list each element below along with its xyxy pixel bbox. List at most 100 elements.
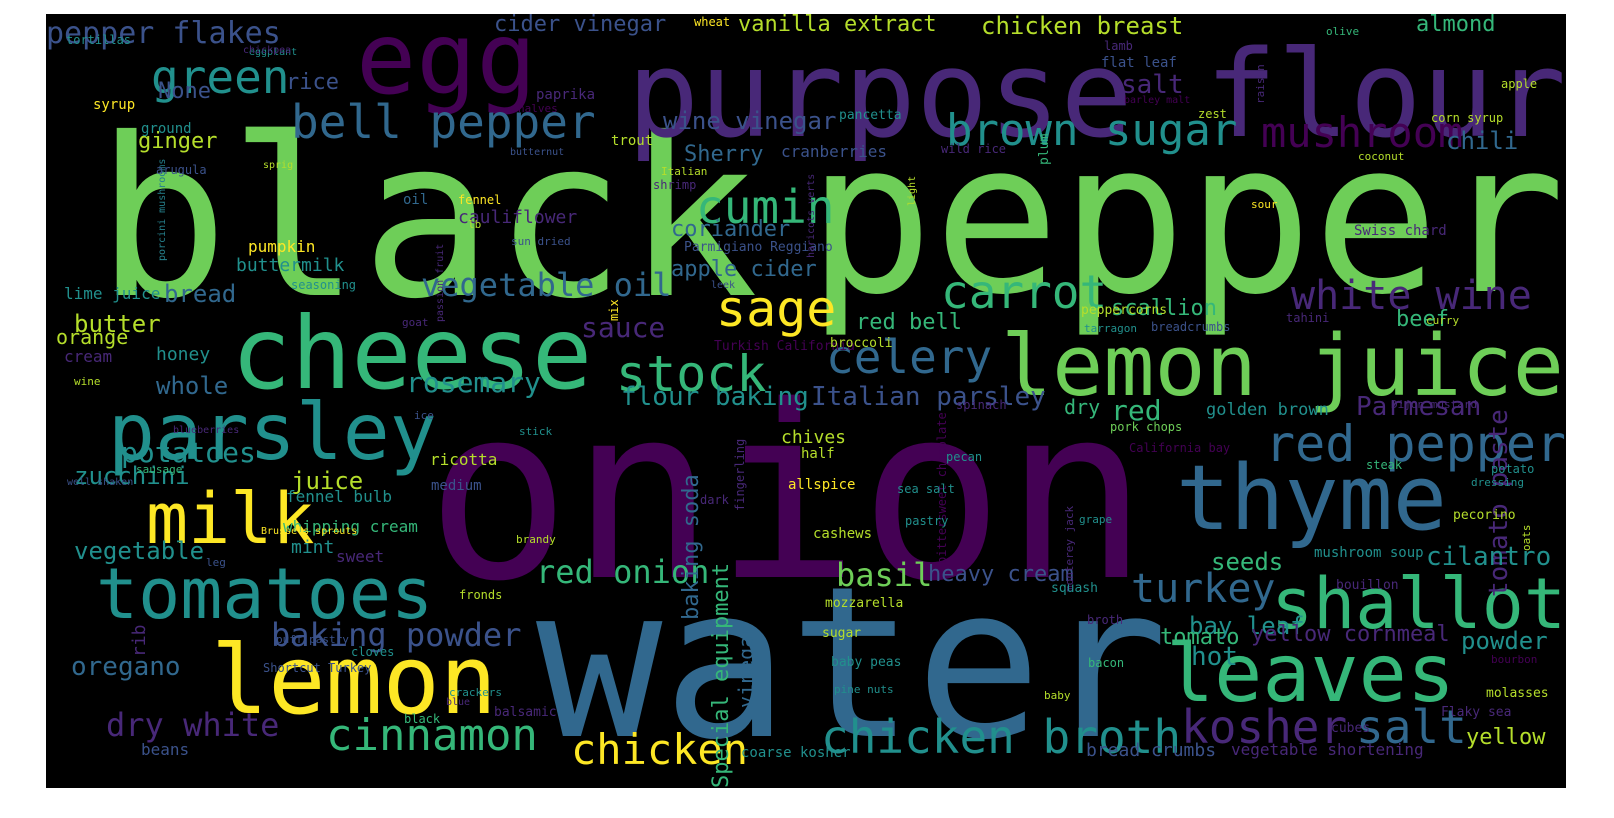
- word-heavy-cream: heavy cream: [928, 562, 1074, 587]
- word-lemon: lemon: [211, 626, 497, 736]
- word-onion: onion: [426, 354, 1149, 634]
- word-bacon: bacon: [1088, 656, 1125, 670]
- word-bread-crumbs: bread crumbs: [1086, 740, 1217, 761]
- word-red-pepper: red pepper: [1265, 415, 1566, 473]
- word-cilantro: cilantro: [1426, 542, 1552, 572]
- word-whole: whole: [156, 372, 229, 400]
- word-lemon-juice: lemon juice: [1001, 317, 1564, 416]
- word-bouillon: bouillon: [1336, 578, 1399, 593]
- word-leaves: leaves: [1166, 627, 1455, 720]
- word-sugar: sugar: [822, 626, 862, 641]
- word-ginger: ginger: [138, 129, 218, 154]
- word-mint: mint: [291, 537, 335, 558]
- word-oil: oil: [403, 192, 429, 208]
- word-spinach: spinach: [956, 398, 1007, 412]
- word-medium: medium: [431, 478, 482, 494]
- word-goat: goat: [402, 316, 429, 329]
- word-vegetable-shortening: vegetable shortening: [1231, 740, 1424, 759]
- word-stock: stock: [616, 345, 767, 403]
- word-shrimp: shrimp: [653, 178, 697, 192]
- word-cashews: cashews: [813, 526, 873, 542]
- word-dry-white: dry white: [106, 706, 280, 744]
- word-sherry: Sherry: [684, 142, 764, 167]
- word-broccoli: broccoli: [830, 336, 893, 351]
- word-passion-fruit: passion fruit: [435, 243, 446, 322]
- word-peppercorns: peppercorns: [1081, 303, 1168, 318]
- word-lamb: lamb: [1104, 39, 1133, 53]
- word-squash: squash: [1051, 581, 1098, 596]
- word-pumpkin: pumpkin: [248, 237, 316, 256]
- word-sauce: sauce: [581, 311, 666, 344]
- word-beef: beef: [1396, 307, 1449, 332]
- word-tomatoes: tomatoes: [96, 553, 434, 635]
- word-mushroom-soup: mushroom soup: [1314, 545, 1424, 561]
- word-coriander: coriander: [671, 217, 791, 242]
- word-wine: wine: [74, 375, 101, 388]
- word-corn-syrup: corn syrup: [1431, 111, 1504, 125]
- word-shallot: shallot: [1271, 563, 1566, 645]
- word-dry: dry: [1064, 395, 1101, 419]
- word-lime-juice: lime juice: [64, 284, 161, 303]
- word-apple: apple: [1501, 77, 1538, 91]
- word-cubes: cubes: [1331, 721, 1371, 736]
- word-bourbon: bourbon: [1491, 653, 1538, 666]
- word-flaky-sea: Flaky sea: [1441, 705, 1512, 720]
- word-sprig: sprig: [263, 160, 294, 171]
- word-puff-pastry: puff pastry: [276, 633, 349, 646]
- word-green: green: [151, 50, 290, 104]
- word-blue: blue: [446, 697, 471, 708]
- word-potatoes: potatoes: [121, 436, 256, 469]
- word-bay-leaf: bay leaf: [1189, 612, 1305, 640]
- word-italian: Italian: [661, 165, 708, 178]
- word-paprika: paprika: [536, 87, 596, 103]
- word-tarragon: tarragon: [1084, 322, 1137, 335]
- word-arugula: arugula: [156, 163, 207, 177]
- word-kosher: kosher: [1181, 700, 1348, 754]
- word-egg: egg: [356, 14, 537, 117]
- word-whipping-cream: whipping cream: [283, 517, 418, 536]
- word-eggplant: eggplant: [249, 47, 298, 58]
- word-yellow: yellow: [1466, 725, 1546, 750]
- word-golden-brown: golden brown: [1206, 400, 1329, 420]
- word-salt: salt: [1121, 70, 1184, 100]
- word-broth: broth: [1087, 613, 1124, 627]
- word-swiss-chard: Swiss chard: [1354, 223, 1447, 239]
- word-cumin: cumin: [696, 180, 835, 234]
- word-special-equipment: Special equipment: [709, 562, 734, 788]
- word-haricots-verts: haricots verts: [806, 173, 817, 258]
- word-dressing: dressing: [1471, 476, 1524, 489]
- word-sage: sage: [716, 280, 837, 338]
- word-juice: juice: [291, 467, 364, 495]
- word-ice: ice: [414, 409, 434, 422]
- word-fronds: fronds: [459, 588, 503, 602]
- word-sausage: sausage: [136, 463, 183, 476]
- word-celery: celery: [826, 330, 993, 384]
- word-pecorino: pecorino: [1453, 508, 1516, 523]
- word-turkey: turkey: [1131, 566, 1276, 612]
- word-flour-baking: flour baking: [621, 382, 809, 412]
- word-vegetable: vegetable: [74, 537, 205, 565]
- word-red-bell: red bell: [856, 310, 962, 335]
- word-cauliflower: cauliflower: [458, 207, 578, 228]
- word-potato: potato: [1491, 462, 1535, 476]
- word-zucchini: zucchini: [74, 462, 190, 490]
- word-purpose-flour: purpose flour: [627, 26, 1566, 165]
- word-italian-parsley: Italian parsley: [811, 382, 1046, 412]
- word-chicken: chicken: [571, 725, 749, 774]
- word-rosemary: rosemary: [406, 366, 541, 399]
- word-oats: oats: [1520, 524, 1533, 552]
- word-sea-salt: sea salt: [897, 482, 955, 496]
- word-rib: rib: [129, 624, 150, 657]
- word-fennel-bulb: fennel bulb: [286, 487, 392, 506]
- word-monterey-jack: monterey jack: [1063, 505, 1076, 592]
- word-fingerling: fingerling: [733, 438, 747, 511]
- word-thyme: thyme: [1176, 446, 1447, 551]
- word-seeds: seeds: [1211, 548, 1284, 576]
- word-leek: leek: [711, 280, 736, 291]
- word-black: black: [96, 91, 759, 347]
- word-rice: rice: [286, 70, 339, 95]
- word-white-wine: white wine: [1291, 273, 1532, 319]
- word-tahini: tahini: [1286, 311, 1330, 325]
- word-molasses: molasses: [1486, 686, 1549, 701]
- word-pepper-flakes: pepper flakes: [46, 16, 281, 51]
